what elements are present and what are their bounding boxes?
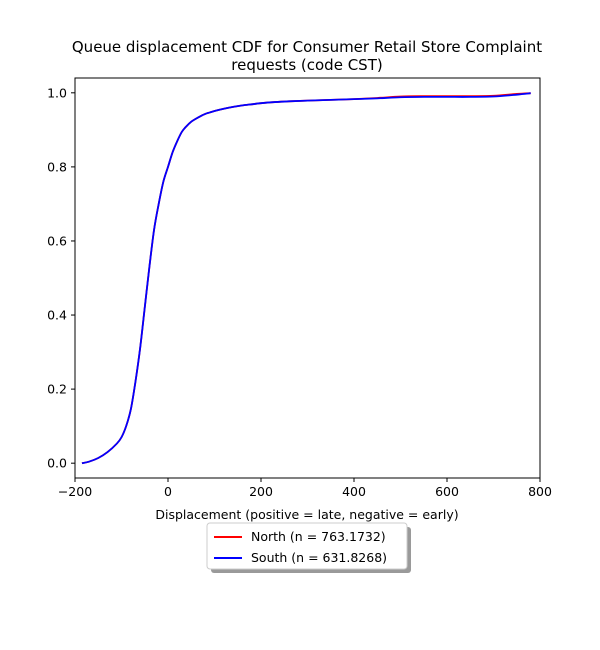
series-lines [81,92,531,465]
x-axis-label: Displacement (positive = late, negative … [155,507,458,522]
legend-label-south: South (n = 631.8268) [251,550,387,565]
series-line-south [81,92,531,465]
x-tick-label: 600 [435,484,459,499]
legend-box [206,522,408,570]
x-tick-label: 200 [249,484,273,499]
legend-label-north: North (n = 763.1732) [251,529,386,544]
x-tick-label: 0 [164,484,172,499]
y-tick-label: 1.0 [47,85,67,100]
y-tick-label: 0.4 [47,308,67,323]
x-tick-label: 400 [342,484,366,499]
chart-title-line-1: Queue displacement CDF for Consumer Reta… [72,38,542,56]
chart-title-line-2: requests (code CST) [231,56,382,74]
plot-area [74,77,541,479]
y-tick-label: 0.2 [47,382,67,397]
y-tick-label: 0.0 [47,456,67,471]
y-tick-label: 0.6 [47,233,67,248]
y-axis-ticks: 0.0 0.2 0.4 0.6 0.8 1.0 [47,85,75,471]
x-tick-label: 800 [528,484,552,499]
legend: North (n = 763.1732) South (n = 631.8268… [206,522,411,573]
y-tick-label: 0.8 [47,159,67,174]
x-axis-ticks: −200 0 200 400 600 800 [58,478,552,499]
x-tick-label: −200 [58,484,92,499]
